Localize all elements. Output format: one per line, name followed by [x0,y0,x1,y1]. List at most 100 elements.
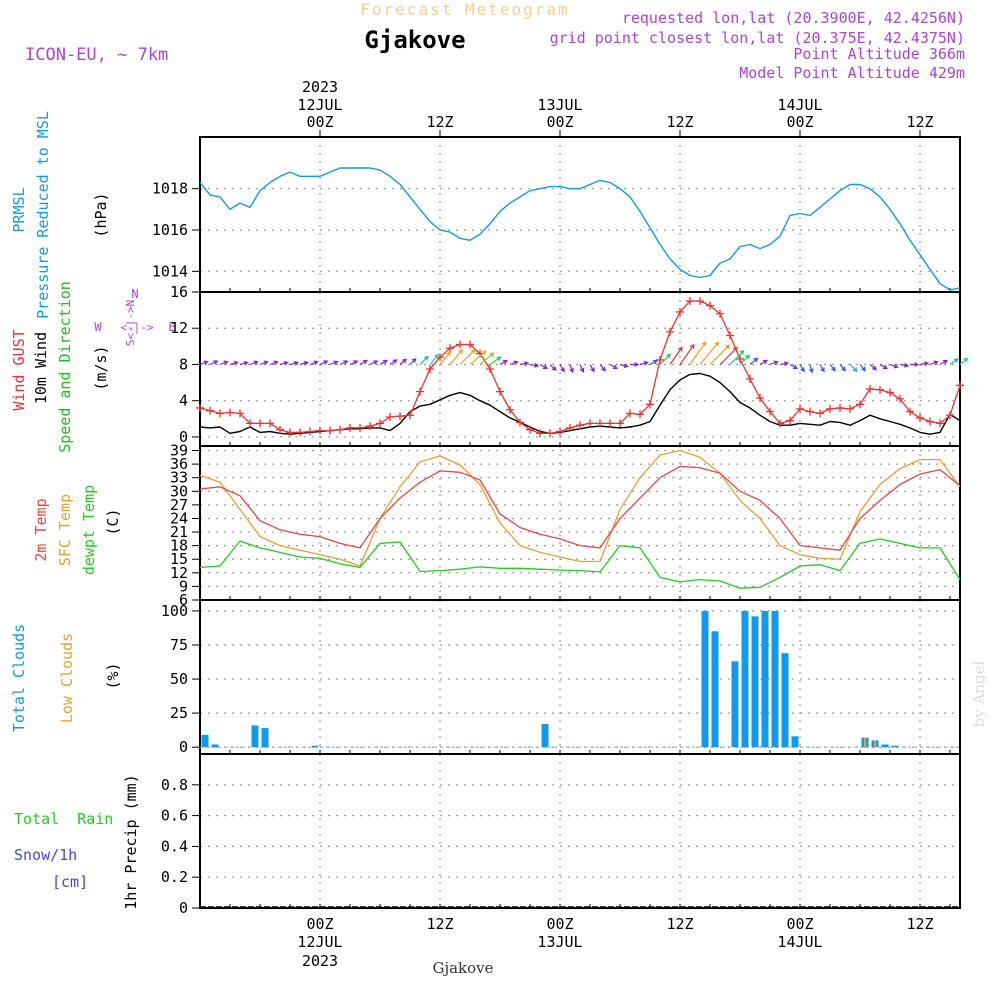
wind-direction-arrow [429,353,440,365]
wind-direction-arrow [959,357,969,365]
wind-direction-arrow [329,360,339,366]
top-time-label: 12Z [906,113,933,131]
wind-gust-point [396,412,404,421]
temp-label-dewpt: dewpt Temp [80,485,98,575]
wind-gust-point [646,400,654,409]
super-title: Forecast Meteogram [360,0,569,19]
clouds-tick-label: 75 [170,636,188,654]
wind-gust-point [726,331,734,340]
precip-panel: 0 0.2 0.4 0.6 0.8 [161,753,961,917]
total-cloud-bar [771,610,779,748]
total-cloud-bar [711,631,719,748]
total-cloud-bar [731,661,739,748]
wind-gust-point [636,410,644,419]
precip-label-snow-unit: [cm] [52,873,88,891]
wind-tick-label: 4 [179,392,188,410]
wind-direction-arrow [259,360,269,366]
wind-gust-point [486,365,494,373]
wind-gust-point [286,428,294,437]
wind-direction-arrow [569,364,574,374]
wind-gust-point [736,355,744,364]
wind-direction-arrow [609,363,618,370]
wind-gust-point [906,407,914,416]
temperature-tick-label: 21 [170,523,188,541]
wind-gust-point [346,423,354,432]
wind-direction-arrow [399,358,408,365]
bottom-time-label: 00Z [786,915,813,933]
wind-direction-arrow [299,360,309,366]
pressure-frame [199,136,961,293]
sfc-temp-line [199,449,961,567]
wind-direction-arrow [929,360,939,366]
wind-direction-arrow [619,363,629,369]
wind-gust-point [306,427,314,436]
bottom-time-label: 00Z [306,915,333,933]
wind-gust-point [426,365,434,373]
wind-direction-arrow [459,348,476,365]
wind-direction-arrow [519,361,530,367]
wind-gust-point [456,340,464,349]
temperature-tick-label: 33 [170,469,188,487]
bottom-time-label: 12Z [426,915,453,933]
wind-direction-arrow [910,362,920,367]
wind-direction-arrow [339,360,349,366]
wind-gust-point [416,387,424,396]
wind-gust-point [516,418,524,427]
wind-gust-point [466,340,474,349]
wind-tick-label: 8 [179,355,188,373]
wind-direction-arrow [829,364,836,372]
total-cloud-bar [211,744,219,748]
footer-location: Gjakove [432,959,493,977]
wind-direction-arrow [769,360,779,366]
wind-direction-arrow [239,360,249,366]
wind-direction-arrow [559,364,565,373]
total-cloud-bar [251,725,259,748]
precip-label-rain: Total Rain [14,810,113,828]
wind-direction-arrow [289,360,299,366]
wind-gust-point [326,426,334,435]
clouds-label-low: Low Clouds [58,633,76,723]
wind-gust-point [926,417,934,426]
precip-label-snow: Snow/1h [14,846,77,864]
wind-gust-point [796,404,804,413]
wind-gust-point [226,408,234,417]
temp-label-2m: 2m Temp [32,498,50,561]
wind-direction-arrow [359,359,368,366]
top-time-label: 12Z [666,113,693,131]
temperature-tick-label: 9 [179,577,188,595]
temperature-tick-label: 12 [170,564,188,582]
wind-direction-arrow [229,360,239,366]
bottom-time-label: 2023 [302,952,338,970]
wind-gust-point [766,407,774,416]
wind-gust-point [816,409,824,418]
bottom-time-label: 13JUL [537,933,582,951]
wind-gust-point [706,301,714,310]
wind-gust-point [246,419,254,428]
wind-gust-point [896,394,904,403]
wind-direction-arrow [489,356,502,365]
wind-gust-point [946,411,954,420]
wind-label-speed: 10m Wind [32,332,50,404]
temperature-tick-label: 15 [170,550,188,568]
wind-label-gust: Wind GUST [10,329,28,410]
wind-gust-point [876,385,884,394]
wind-direction-arrow [219,360,229,366]
temperature-tick-label: 36 [170,455,188,473]
pressure-label-unit: (hPa) [92,192,110,237]
wind-direction-arrow [389,359,398,365]
wind-direction-arrow [529,362,540,368]
wind-gust-point [626,409,634,418]
watermark: by Angel [970,660,988,727]
wind-direction-arrow [649,359,658,366]
info-line-4: Model Point Altitude 429m [739,64,965,82]
wind-gust-point [356,423,364,432]
precip-tick-label: 0.6 [161,807,188,825]
top-time-label: 00Z [306,113,333,131]
total-cloud-bar [261,728,269,748]
wind-direction-arrow [729,350,745,365]
top-time-label: 12JUL [297,96,342,114]
temperature-tick-label: 30 [170,482,188,500]
total-cloud-bar [541,724,549,748]
wind-direction-arrow [699,341,720,365]
temperature-tick-label: 27 [170,496,188,514]
